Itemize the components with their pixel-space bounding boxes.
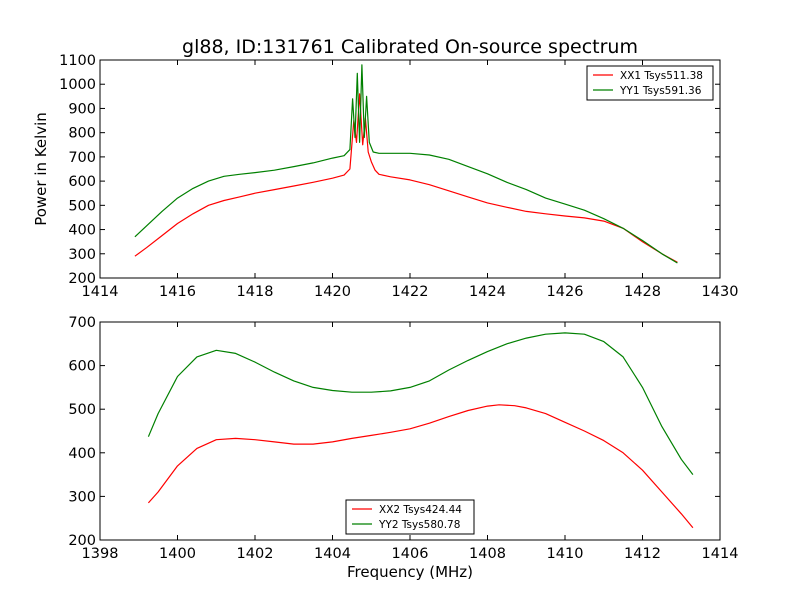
x-tick-label: 1420 bbox=[314, 284, 351, 300]
legend: XX1 Tsys511.38 YY1 Tsys591.36 bbox=[586, 65, 714, 101]
legend: XX2 Tsys424.44 YY2 Tsys580.78 bbox=[345, 499, 475, 535]
legend-entry-label: XX1 Tsys511.38 bbox=[620, 70, 703, 82]
x-tick-label: 1428 bbox=[624, 284, 661, 300]
legend-entry-label: YY1 Tsys591.36 bbox=[619, 85, 702, 97]
series-line-2-1 bbox=[147, 404, 694, 529]
y-tick-label: 800 bbox=[68, 126, 96, 142]
x-axis-label: Frequency (MHz) bbox=[347, 563, 473, 581]
y-tick-label: 900 bbox=[68, 101, 96, 117]
y-tick-label: 600 bbox=[68, 359, 96, 375]
x-tick-label: 1400 bbox=[159, 546, 196, 562]
y-tick-label: 600 bbox=[68, 174, 96, 190]
y-tick-label: 1000 bbox=[59, 77, 96, 93]
y-tick-label: 200 bbox=[68, 533, 96, 549]
x-tick-label: 1406 bbox=[392, 546, 429, 562]
x-tick-label: 1404 bbox=[314, 546, 351, 562]
x-tick-label: 1412 bbox=[624, 546, 661, 562]
figure-title: gl88, ID:131761 Calibrated On-source spe… bbox=[182, 36, 638, 58]
y-tick-label: 400 bbox=[68, 446, 96, 462]
y-tick-label: 700 bbox=[68, 315, 96, 331]
bottom-spectrum-plot: 1398 1400 1402 1404 1406 1408 1410 1412 1414 200 3… bbox=[68, 315, 738, 562]
x-tick-label: 1414 bbox=[82, 284, 119, 300]
x-tick-label: 1430 bbox=[702, 284, 739, 300]
y-tick-label: 200 bbox=[68, 271, 96, 287]
y-tick-label: 400 bbox=[68, 223, 96, 239]
y-axis-label: Power in Kelvin bbox=[32, 112, 50, 226]
x-tick-label: 1416 bbox=[159, 284, 196, 300]
y-tick-label: 300 bbox=[68, 247, 96, 263]
legend-entry-label: YY2 Tsys580.78 bbox=[378, 519, 460, 531]
x-tick-label: 1410 bbox=[547, 546, 584, 562]
x-tick-label: 1422 bbox=[392, 284, 429, 300]
x-tick-label: 1402 bbox=[237, 546, 274, 562]
x-tick-label: 1424 bbox=[469, 284, 506, 300]
y-tick-label: 300 bbox=[68, 489, 96, 505]
y-tick-label: 1100 bbox=[59, 53, 96, 69]
top-spectrum-plot: 1414 1416 1418 1420 1422 1424 1426 1428 1430 200 3… bbox=[59, 53, 738, 300]
x-tick-label: 1426 bbox=[547, 284, 584, 300]
legend-box bbox=[345, 499, 475, 535]
legend-box bbox=[586, 65, 714, 101]
y-tick-label: 500 bbox=[68, 198, 96, 214]
y-tick-label: 500 bbox=[68, 402, 96, 418]
series-line-1-1 bbox=[134, 93, 678, 263]
x-tick-label: 1398 bbox=[82, 546, 119, 562]
x-tick-label: 1408 bbox=[469, 546, 506, 562]
series-line-1-2 bbox=[134, 64, 678, 264]
y-tick-label: 700 bbox=[68, 150, 96, 166]
x-tick-label: 1418 bbox=[237, 284, 274, 300]
x-tick-label: 1414 bbox=[702, 546, 739, 562]
legend-entry-label: XX2 Tsys424.44 bbox=[379, 504, 462, 516]
series-line-2-2 bbox=[147, 332, 694, 475]
